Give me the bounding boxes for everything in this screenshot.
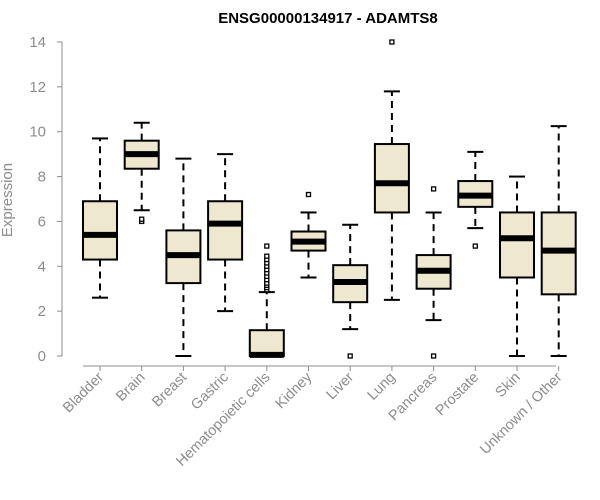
y-tick-label: 10 [29, 124, 46, 141]
box-5 [290, 191, 327, 279]
box-3 [207, 153, 244, 313]
y-tick-label: 2 [38, 303, 46, 320]
y-tick-label: 6 [38, 213, 46, 230]
box-iqr [373, 143, 410, 214]
boxes [82, 39, 577, 359]
outlier-point [347, 353, 353, 359]
x-tick-label: Bladder [60, 369, 107, 416]
outlier-point [305, 191, 312, 198]
box-11 [540, 125, 577, 357]
box-0 [82, 137, 118, 299]
x-tick-label: Liver [323, 369, 357, 403]
y-axis-label: Expression [0, 163, 16, 237]
outlier-point [264, 243, 270, 249]
box-1 [123, 121, 160, 225]
x-tick-label: Skin [493, 370, 524, 401]
outlier-point [430, 186, 437, 192]
y-ticks: 0 2 4 6 8 10 12 14 [29, 34, 62, 365]
y-tick-label: 8 [38, 169, 46, 186]
x-tick-label: Brain [113, 370, 148, 405]
chart-title: ENSG00000134917 - ADAMTS8 [218, 10, 438, 27]
x-tick-label: Breast [149, 370, 190, 411]
box-8 [415, 186, 452, 359]
box-10 [499, 175, 535, 357]
box-9 [457, 150, 494, 249]
y-tick-label: 4 [38, 258, 46, 275]
box-iqr [82, 200, 118, 261]
box-iqr [248, 329, 285, 358]
outlier-point [389, 39, 395, 45]
x-tick-label: Kidney [273, 369, 316, 412]
box-6 [332, 223, 369, 359]
box-iqr [207, 200, 244, 261]
outlier-point [139, 216, 145, 222]
y-tick-label: 14 [29, 34, 46, 51]
box-7 [373, 39, 410, 301]
x-tick-label: Prostate [433, 370, 482, 419]
box-2 [165, 157, 202, 357]
outlier-point [430, 353, 437, 359]
box-4 [248, 243, 285, 358]
box-iqr [499, 211, 535, 279]
outlier-point [264, 253, 270, 259]
x-tick-label: Lung [365, 370, 399, 404]
outlier-point [472, 243, 478, 249]
y-tick-label: 0 [38, 348, 46, 365]
y-tick-label: 12 [29, 79, 46, 96]
